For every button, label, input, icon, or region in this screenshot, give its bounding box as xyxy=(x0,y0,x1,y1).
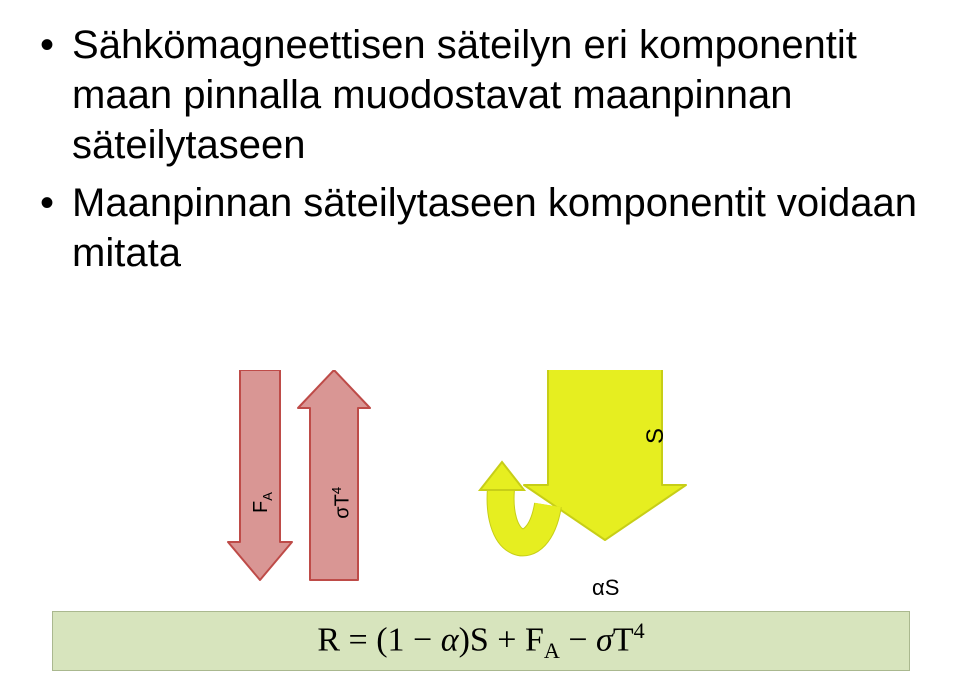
radiation-diagram: FA σT4 S xyxy=(0,370,960,630)
bullet-marker: • xyxy=(40,20,54,70)
sigma-t4-label: σT4 xyxy=(329,487,355,519)
bullet-marker: • xyxy=(40,178,54,228)
equation: R = (1 − α)S + FA − σT4 xyxy=(317,618,644,664)
bullet-item: • Sähkömagneettisen säteilyn eri kompone… xyxy=(40,20,920,170)
s-label: S xyxy=(642,428,670,444)
bullet-text: Sähkömagneettisen säteilyn eri komponent… xyxy=(72,20,920,170)
fa-arrow xyxy=(0,370,960,630)
fa-label: FA xyxy=(250,492,275,513)
equation-box: R = (1 − α)S + FA − σT4 xyxy=(52,611,910,671)
alpha-s-label: αS xyxy=(592,575,619,601)
bullet-text: Maanpinnan säteilytaseen komponentit voi… xyxy=(72,178,920,278)
bullet-list: • Sähkömagneettisen säteilyn eri kompone… xyxy=(0,0,960,306)
bullet-item: • Maanpinnan säteilytaseen komponentit v… xyxy=(40,178,920,278)
